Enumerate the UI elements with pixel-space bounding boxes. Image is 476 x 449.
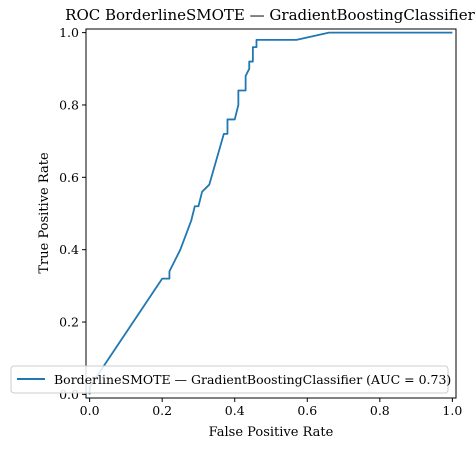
y-axis-label: True Positive Rate (37, 152, 52, 274)
x-tick-label: 0.6 (297, 403, 317, 418)
x-tick-label: 0.4 (225, 403, 245, 418)
y-tick-label: 0.4 (59, 242, 79, 257)
chart-title: ROC BorderlineSMOTE — GradientBoostingCl… (65, 6, 475, 24)
roc-curve-line (88, 31, 453, 395)
y-tick-label: 0.8 (59, 97, 79, 112)
x-tick-label: 0.0 (80, 403, 100, 418)
legend-entry: BorderlineSMOTE — GradientBoostingClassi… (54, 372, 451, 387)
x-axis-label: False Positive Rate (209, 425, 334, 440)
y-tick-label: 0.6 (59, 170, 79, 185)
series-layer (88, 31, 453, 395)
legend: BorderlineSMOTE — GradientBoostingClassi… (10, 365, 451, 394)
plot-frame (85, 28, 457, 399)
y-tick-label: 1.0 (59, 25, 79, 40)
x-axis-ticks: 0.0 0.2 0.4 0.6 0.8 1.0 (80, 398, 462, 418)
x-tick-label: 0.8 (370, 403, 390, 418)
x-tick-label: 0.2 (152, 403, 172, 418)
legend-box (10, 365, 449, 394)
y-tick-label: 0.2 (59, 315, 79, 330)
plot-area: 0.0 0.2 0.4 0.6 0.8 1.0 0.0 0.2 0.4 0.6 0.8 1.0 (59, 25, 462, 418)
x-tick-label: 1.0 (442, 403, 462, 418)
y-axis-ticks: 0.00.20.40.60.81.0 (59, 25, 86, 402)
